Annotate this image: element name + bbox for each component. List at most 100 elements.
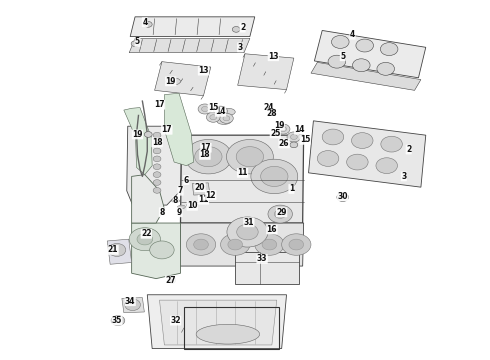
- Polygon shape: [155, 62, 211, 96]
- Polygon shape: [129, 39, 250, 53]
- Circle shape: [261, 166, 288, 186]
- Circle shape: [280, 127, 287, 132]
- Circle shape: [381, 136, 402, 152]
- Text: 29: 29: [276, 208, 287, 217]
- Text: 17: 17: [200, 143, 211, 152]
- Circle shape: [318, 150, 339, 166]
- Text: 31: 31: [244, 218, 254, 227]
- Circle shape: [227, 217, 268, 247]
- Text: 17: 17: [162, 125, 172, 134]
- Text: 8: 8: [159, 208, 165, 217]
- Circle shape: [111, 316, 125, 325]
- Ellipse shape: [217, 117, 231, 125]
- Text: 27: 27: [166, 276, 176, 285]
- Polygon shape: [192, 183, 210, 195]
- Text: 30: 30: [338, 192, 348, 201]
- Polygon shape: [127, 126, 181, 205]
- Circle shape: [220, 113, 233, 123]
- Polygon shape: [122, 298, 145, 313]
- Text: 6: 6: [184, 176, 189, 185]
- Text: 35: 35: [112, 316, 122, 325]
- Text: 5: 5: [135, 37, 140, 46]
- Circle shape: [322, 129, 343, 145]
- Circle shape: [356, 39, 373, 52]
- Circle shape: [223, 116, 230, 121]
- Text: 3: 3: [238, 43, 243, 52]
- Circle shape: [268, 205, 293, 223]
- Circle shape: [346, 154, 368, 170]
- Circle shape: [380, 42, 398, 55]
- Polygon shape: [235, 252, 299, 284]
- Text: 8: 8: [173, 196, 178, 205]
- Circle shape: [153, 156, 161, 162]
- Polygon shape: [315, 31, 426, 78]
- Circle shape: [153, 132, 161, 138]
- Text: 14: 14: [294, 125, 305, 134]
- Circle shape: [150, 241, 174, 259]
- Text: 28: 28: [267, 109, 277, 118]
- Circle shape: [217, 109, 224, 114]
- Circle shape: [145, 22, 152, 27]
- Text: 13: 13: [268, 52, 279, 61]
- Text: 18: 18: [199, 150, 210, 159]
- Text: 12: 12: [205, 190, 216, 199]
- Polygon shape: [179, 223, 304, 266]
- Text: 15: 15: [208, 103, 219, 112]
- Text: 19: 19: [274, 121, 285, 130]
- Bar: [184, 307, 279, 348]
- Circle shape: [153, 180, 161, 185]
- Circle shape: [291, 134, 297, 139]
- Circle shape: [153, 140, 161, 146]
- Circle shape: [129, 228, 160, 251]
- Circle shape: [237, 224, 258, 240]
- Text: 16: 16: [267, 225, 277, 234]
- Text: 19: 19: [166, 77, 176, 86]
- Circle shape: [290, 142, 298, 148]
- Circle shape: [255, 234, 284, 255]
- Circle shape: [108, 243, 126, 256]
- Ellipse shape: [177, 205, 185, 209]
- Polygon shape: [238, 54, 294, 90]
- Text: 4: 4: [350, 30, 355, 39]
- Circle shape: [220, 234, 250, 255]
- Text: 4: 4: [142, 18, 147, 27]
- Polygon shape: [311, 62, 421, 90]
- Circle shape: [226, 139, 273, 174]
- Ellipse shape: [172, 199, 179, 203]
- Circle shape: [214, 106, 227, 116]
- Text: 11: 11: [237, 168, 248, 177]
- Text: 26: 26: [279, 139, 289, 148]
- Circle shape: [331, 36, 349, 48]
- Text: 7: 7: [178, 186, 183, 195]
- Ellipse shape: [166, 78, 180, 85]
- Circle shape: [153, 172, 161, 177]
- Polygon shape: [130, 17, 255, 37]
- Circle shape: [352, 59, 370, 72]
- Circle shape: [131, 41, 139, 46]
- Text: 25: 25: [270, 129, 280, 138]
- Ellipse shape: [196, 324, 260, 344]
- Circle shape: [287, 132, 301, 142]
- Text: 33: 33: [257, 255, 268, 264]
- Polygon shape: [164, 93, 194, 166]
- Text: 24: 24: [263, 103, 274, 112]
- Circle shape: [137, 233, 153, 245]
- Circle shape: [377, 62, 394, 75]
- Circle shape: [185, 139, 232, 174]
- Ellipse shape: [186, 203, 194, 207]
- Circle shape: [201, 107, 208, 112]
- Text: 17: 17: [154, 100, 165, 109]
- Text: 19: 19: [132, 130, 143, 139]
- Circle shape: [236, 147, 264, 167]
- Circle shape: [125, 299, 141, 311]
- Text: 15: 15: [300, 135, 310, 144]
- Circle shape: [328, 55, 345, 68]
- Polygon shape: [309, 121, 426, 187]
- Polygon shape: [159, 300, 277, 345]
- Circle shape: [206, 112, 220, 122]
- Circle shape: [232, 27, 240, 32]
- Polygon shape: [107, 239, 132, 264]
- Circle shape: [276, 124, 290, 134]
- Text: 9: 9: [177, 208, 182, 217]
- Text: 34: 34: [125, 297, 135, 306]
